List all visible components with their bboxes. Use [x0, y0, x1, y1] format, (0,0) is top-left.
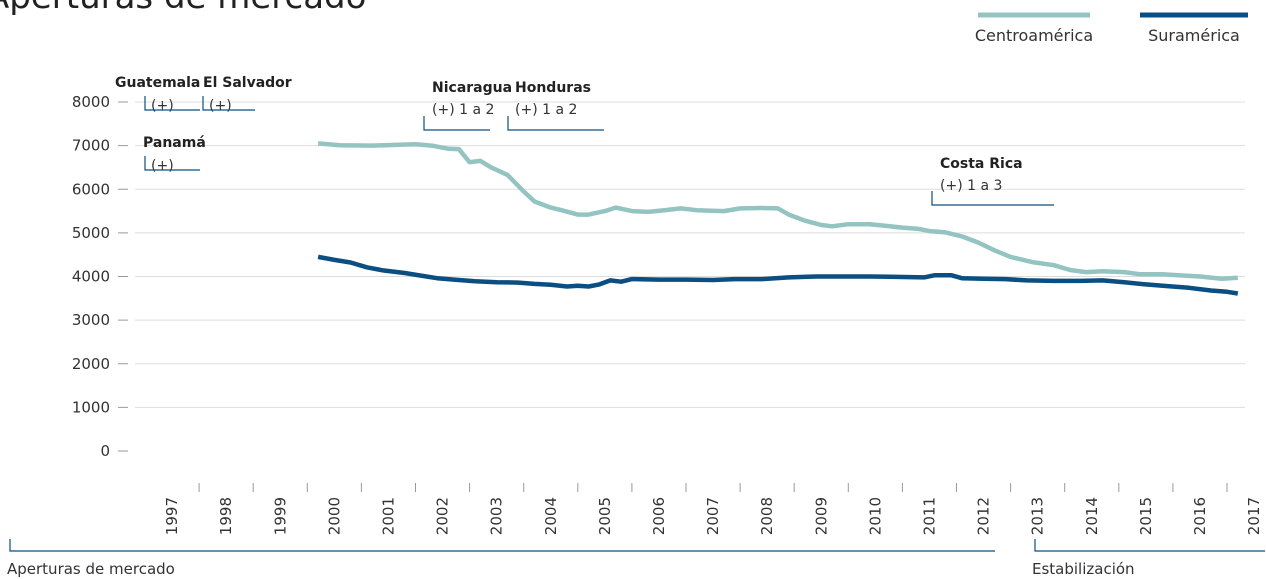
period-bracket	[1034, 539, 1265, 552]
x-tick-label: 2017	[1245, 497, 1263, 535]
annotation-title: Nicaragua	[432, 80, 512, 96]
x-tick-label: 2014	[1083, 497, 1101, 535]
x-tick-label: 2013	[1029, 497, 1047, 535]
period-label: Estabilización	[1032, 560, 1135, 578]
annotation-bracket	[144, 96, 200, 111]
y-tick-label: 6000	[72, 180, 110, 198]
chart-title: Aperturas de mercado	[0, 0, 366, 17]
x-tick-label: 2008	[758, 497, 776, 535]
x-tick-label: 2006	[650, 497, 668, 535]
y-tick-label: 1000	[72, 398, 110, 416]
y-tick-label: 3000	[72, 311, 110, 329]
x-tick-label: 2003	[488, 497, 506, 535]
y-tick-label: 4000	[72, 268, 110, 286]
period-bracket	[9, 539, 995, 552]
annotation-title: Panamá	[143, 135, 206, 151]
x-tick-label: 2010	[866, 497, 884, 535]
x-tick-label: 2016	[1191, 497, 1209, 535]
x-tick-label: 2015	[1137, 497, 1155, 535]
x-tick-label: 2011	[920, 497, 938, 535]
series-line	[317, 254, 1239, 296]
x-tick-label: 2000	[325, 497, 343, 535]
y-tick-label: 5000	[72, 224, 110, 242]
annotation-note: (+)	[151, 158, 174, 174]
annotation-note: (+) 1 a 3	[940, 178, 1002, 194]
x-tick-label: 2002	[434, 497, 452, 535]
legend-label: Suramérica	[1148, 26, 1240, 45]
x-tick-label: 1998	[217, 497, 235, 535]
x-tick-label: 2009	[812, 497, 830, 535]
series-line	[317, 141, 1238, 281]
annotation-note: (+)	[209, 98, 232, 114]
annotation-bracket	[144, 156, 200, 171]
x-tick-label: 1999	[271, 497, 289, 535]
annotation-title: El Salvador	[203, 75, 292, 91]
x-tick-label: 2005	[596, 497, 614, 535]
y-tick-label: 7000	[72, 137, 110, 155]
annotation-note: (+) 1 a 2	[515, 102, 577, 118]
annotation-title: Guatemala	[115, 75, 200, 91]
annotation-bracket	[507, 116, 604, 131]
annotation-title: Costa Rica	[940, 156, 1023, 172]
annotation-bracket	[931, 191, 1054, 206]
legend-label: Centroamérica	[975, 26, 1093, 45]
period-label: Aperturas de mercado	[7, 560, 175, 578]
annotation-note: (+) 1 a 2	[432, 102, 494, 118]
annotation-title: Honduras	[515, 80, 591, 96]
y-tick-label: 0	[100, 442, 110, 460]
y-tick-label: 2000	[72, 355, 110, 373]
y-tick-label: 8000	[72, 93, 110, 111]
annotation-bracket	[423, 116, 490, 131]
x-tick-label: 1997	[163, 497, 181, 535]
annotation-bracket	[202, 96, 255, 111]
x-tick-label: 2007	[704, 497, 722, 535]
x-tick-label: 2004	[542, 497, 560, 535]
x-tick-label: 2001	[379, 497, 397, 535]
annotation-note: (+)	[151, 98, 174, 114]
x-tick-label: 2012	[975, 497, 993, 535]
